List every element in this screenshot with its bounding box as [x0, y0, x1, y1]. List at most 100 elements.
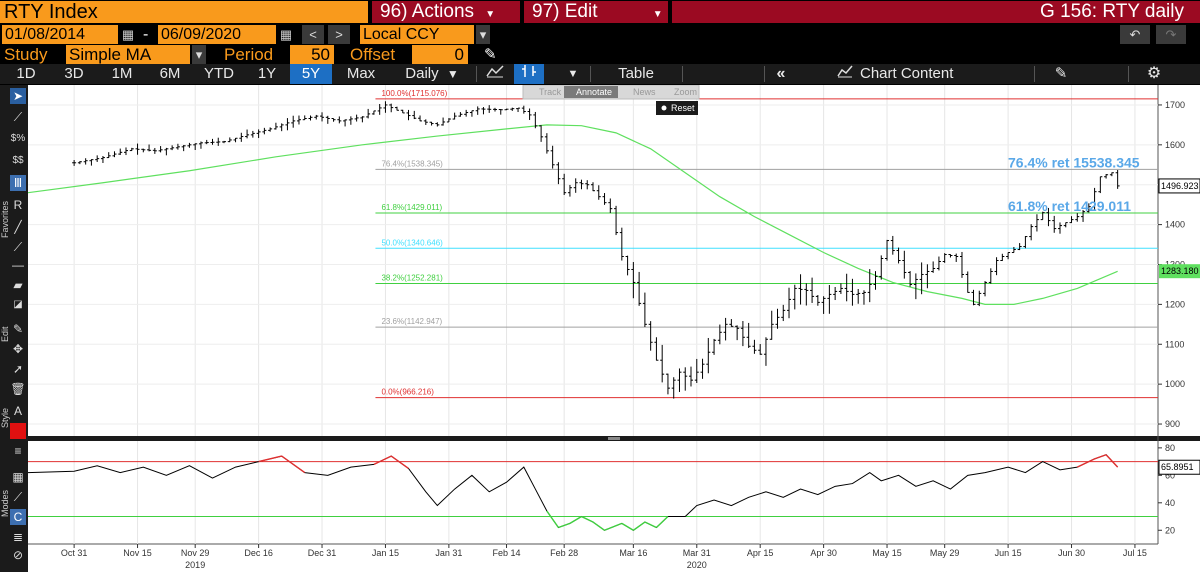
undo-button[interactable]: ↶: [1120, 25, 1150, 44]
price-axis-label: 900: [1165, 419, 1180, 429]
channel-icon[interactable]: ▰: [13, 278, 23, 292]
edit-dropdown-icon: ▼: [652, 9, 663, 20]
currency-select[interactable]: Local CCY: [360, 25, 474, 44]
price-change-icon[interactable]: $$: [12, 155, 24, 166]
track-button[interactable]: Track: [539, 87, 562, 97]
delete-icon[interactable]: 🗑: [10, 382, 26, 396]
zoom-button[interactable]: Zoom: [674, 87, 697, 97]
trendline-icon[interactable]: ⟋: [13, 110, 23, 124]
move-icon[interactable]: ✥: [12, 342, 24, 356]
divider: [476, 66, 477, 82]
regression-icon[interactable]: R: [13, 198, 23, 212]
actions-menu[interactable]: 96) Actions ▼: [372, 1, 520, 23]
settings-gear-icon[interactable]: ⚙: [1146, 65, 1162, 82]
range-button-ytd[interactable]: YTD: [204, 65, 234, 82]
edit-chart-icon[interactable]: ✎: [1054, 65, 1068, 82]
last-price-label: 1496.923: [1161, 181, 1199, 191]
price-axis-label: 1700: [1165, 100, 1185, 110]
reset-button-bg[interactable]: [656, 101, 698, 115]
text-style-icon[interactable]: A: [13, 404, 22, 418]
table-button[interactable]: Table: [618, 65, 654, 82]
main-plot-area[interactable]: [28, 85, 1158, 436]
offset-input[interactable]: 0: [412, 45, 468, 64]
draw-mode-icon[interactable]: ⟋: [13, 490, 23, 504]
study-label: Study: [4, 45, 48, 64]
ma-value-label: 1283.180: [1161, 266, 1199, 276]
rsi-oversold-segment: [655, 516, 669, 529]
range-button-1y[interactable]: 1Y: [257, 65, 277, 82]
bar-chart-icon[interactable]: [514, 64, 544, 84]
chart-type-dropdown-icon[interactable]: ▼: [567, 68, 579, 80]
range-button-max[interactable]: Max: [346, 65, 376, 82]
next-period-button[interactable]: >: [328, 25, 350, 44]
annotation-pencil-icon[interactable]: ✎: [12, 322, 24, 336]
frequency-select[interactable]: Daily ▼: [396, 64, 468, 84]
line-weight-icon[interactable]: ≡: [14, 444, 22, 458]
select-icon[interactable]: ➚: [12, 362, 24, 376]
study-dropdown-icon[interactable]: ▾: [192, 45, 206, 64]
rsi-overbought-segment: [373, 455, 392, 465]
pencil-icon[interactable]: ✎: [484, 46, 497, 63]
end-date-input[interactable]: 06/09/2020: [158, 25, 276, 44]
rsi-last-box: [1158, 459, 1200, 475]
chart-content-icon[interactable]: [834, 64, 856, 84]
chart-overlay-toolbar: Track Annotate News Zoom Reset: [522, 85, 700, 115]
edit-menu[interactable]: 97) Edit ▼: [524, 1, 668, 23]
period-input[interactable]: 50: [290, 45, 334, 64]
study-select[interactable]: Simple MA: [66, 45, 190, 64]
news-button[interactable]: News: [633, 87, 656, 97]
divider: [764, 66, 765, 82]
prev-period-button[interactable]: <: [302, 25, 324, 44]
percent-icon[interactable]: $%: [10, 133, 26, 144]
ticker-label: RTY Index: [4, 1, 98, 23]
horizontal-line-icon[interactable]: —: [12, 258, 24, 272]
ray-tool-icon[interactable]: ⟋: [13, 240, 23, 254]
hide-icon[interactable]: ⊘: [12, 548, 24, 562]
time-axis-label: Jun 30: [1058, 548, 1085, 558]
splitter-handle-icon[interactable]: [608, 437, 620, 440]
time-axis-label: May 15: [872, 548, 902, 558]
range-button-6m[interactable]: 6M: [159, 65, 181, 82]
rsi-axis: [1158, 441, 1200, 544]
line-chart-icon[interactable]: [480, 64, 510, 84]
rsi-oversold-segment: [546, 510, 559, 528]
chart-content-button[interactable]: Chart Content: [860, 65, 954, 82]
divider: [1034, 66, 1035, 82]
start-date-input[interactable]: 01/08/2014: [2, 25, 118, 44]
color-swatch-icon[interactable]: [10, 423, 26, 439]
fibonacci-icon[interactable]: Ⅲ: [10, 175, 26, 191]
crosshair-mode-icon[interactable]: ▦: [12, 470, 24, 484]
rsi-oversold-segment: [604, 522, 623, 531]
fib-level-label: 0.0%(966.216): [381, 388, 434, 397]
redo-button[interactable]: ↷: [1156, 25, 1186, 44]
calendar-icon[interactable]: ▦: [120, 25, 136, 44]
range-button-1d[interactable]: 1D: [16, 65, 36, 82]
fib-level-label: 61.8%(1429.011): [381, 203, 442, 212]
annotate-button[interactable]: Annotate: [576, 87, 612, 97]
rsi-overbought-segment: [1094, 454, 1107, 460]
chart-mode-icon[interactable]: ≣: [12, 530, 24, 544]
price-axis-label: 1400: [1165, 220, 1185, 230]
calendar-icon[interactable]: ▦: [278, 25, 294, 44]
date-separator: -: [143, 26, 149, 43]
line-tool-icon[interactable]: ╱: [14, 220, 22, 234]
rsi-oversold-segment: [592, 521, 605, 531]
reset-button[interactable]: Reset: [671, 103, 695, 113]
currency-dropdown-icon[interactable]: ▾: [476, 25, 490, 44]
range-button-1m[interactable]: 1M: [111, 65, 133, 82]
range-button-5y[interactable]: 5Y: [290, 64, 332, 84]
pointer-icon[interactable]: ➤: [10, 88, 26, 104]
page-title: G 156: RTY daily: [672, 1, 1200, 23]
rsi-plot-area[interactable]: [28, 441, 1158, 544]
price-axis-label: 1000: [1165, 379, 1185, 389]
measure-icon[interactable]: ◪: [13, 299, 23, 310]
ticker-field[interactable]: RTY Index: [0, 1, 368, 23]
rsi-oversold-segment: [644, 521, 657, 529]
time-axis-label: Apr 15: [747, 548, 774, 558]
collapse-icon[interactable]: «: [776, 65, 786, 82]
snap-mode-icon[interactable]: C: [10, 509, 26, 525]
fib-level-label: 100.0%(1715.076): [381, 89, 447, 98]
range-button-3d[interactable]: 3D: [64, 65, 84, 82]
time-axis-label: Jan 31: [435, 548, 462, 558]
price-chart[interactable]: 100.0%(1715.076) 76.4%(1538.345) 61.8%(142…: [28, 85, 1200, 572]
